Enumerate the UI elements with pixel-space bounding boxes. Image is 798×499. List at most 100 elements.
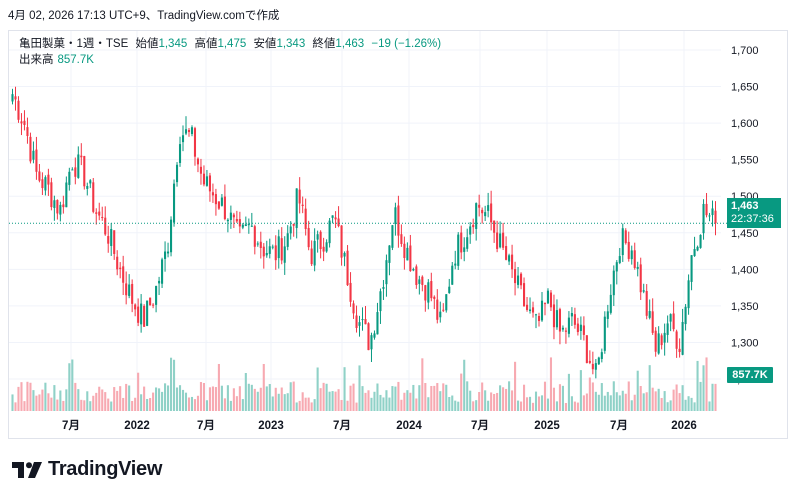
volume-bar — [693, 402, 696, 411]
volume-bar — [612, 381, 615, 411]
low-value: 1,343 — [276, 38, 306, 50]
candle-body — [244, 224, 247, 227]
candle-body — [184, 129, 188, 134]
volume-bar — [50, 397, 53, 411]
candle-body — [23, 120, 26, 125]
volume-bar — [421, 358, 424, 411]
candle-body — [256, 243, 259, 245]
x-tick-label: 2024 — [396, 420, 422, 432]
candle-body — [190, 127, 194, 135]
volume-bar — [466, 381, 469, 411]
x-tick-label: 7月 — [197, 419, 215, 432]
candle-body — [564, 330, 567, 332]
candle-body — [502, 232, 505, 248]
volume-bar — [663, 391, 666, 411]
candle-body — [394, 207, 397, 225]
candlestick-chart[interactable]: 1,2501,3001,3501,4001,4501,5001,5501,600… — [9, 31, 787, 438]
volume-bar — [436, 383, 439, 411]
volume-bar — [666, 402, 669, 411]
open-label: 始値 — [135, 38, 159, 50]
volume-bar — [552, 387, 556, 411]
candle-body — [615, 262, 618, 272]
x-tick-label: 7月 — [62, 419, 80, 432]
volume-bar — [481, 382, 484, 411]
volume-bar — [702, 365, 705, 411]
volume-bar — [208, 387, 211, 411]
candle-body — [570, 312, 573, 317]
volume-bar — [675, 384, 678, 411]
candle-body — [666, 323, 669, 335]
candle-body — [20, 121, 23, 124]
candle-body — [71, 169, 74, 171]
volume-bar — [101, 389, 104, 411]
y-tick-label: 1,400 — [731, 264, 759, 276]
volume-bar — [158, 388, 161, 411]
volume-bar — [669, 400, 672, 411]
candle-body — [74, 167, 77, 177]
volume-bar — [107, 398, 110, 411]
candle-body — [549, 292, 553, 308]
volume-bar — [406, 390, 409, 411]
candle-body — [50, 182, 53, 208]
volume-bar — [137, 372, 140, 411]
volume-bar — [687, 396, 690, 411]
candle-body — [630, 250, 633, 260]
volume-bar — [253, 388, 256, 411]
chart-timestamp: 4月 02, 2026 17:13 UTC+9、TradingView.comで… — [8, 10, 280, 22]
candle-body — [660, 335, 663, 346]
volume-bar — [714, 383, 717, 411]
candle-body — [669, 314, 672, 322]
volume-bar — [600, 383, 603, 411]
volume-bar — [418, 385, 421, 411]
volume-bar — [624, 393, 627, 411]
volume-bar — [187, 397, 191, 411]
tradingview-logo[interactable]: TradingView — [12, 458, 162, 481]
volume-bar — [699, 381, 702, 411]
volume-bar — [310, 402, 313, 411]
candle-body — [196, 158, 200, 165]
volume-bar — [193, 399, 197, 411]
volume-bar — [537, 396, 541, 411]
candle-body — [385, 260, 388, 285]
candle-body — [143, 305, 146, 327]
candle-body — [340, 225, 343, 258]
volume-bar — [286, 393, 289, 411]
volume-bar — [591, 382, 594, 411]
symbol-label: 亀田製菓・1週・TSE — [19, 38, 129, 50]
candle-body — [319, 231, 322, 250]
volume-bar — [630, 400, 633, 411]
volume-bar — [47, 393, 50, 411]
candle-body — [152, 304, 155, 306]
candle-body — [481, 209, 484, 214]
volume-bar — [20, 382, 23, 411]
chart-frame[interactable]: 1,2501,3001,3501,4001,4501,5001,5501,600… — [8, 30, 788, 439]
change-value: −19 (−1.26%) — [371, 38, 442, 50]
candle-body — [146, 300, 149, 326]
candle-body — [65, 182, 68, 208]
candle-body — [214, 194, 217, 205]
candle-body — [567, 317, 570, 334]
volume-bar — [681, 385, 684, 411]
volume-bar — [457, 401, 460, 411]
volume-bar — [178, 385, 182, 411]
candle-body — [588, 360, 591, 363]
volume-bar — [588, 377, 591, 411]
volume-bar — [525, 397, 529, 411]
volume-bar — [271, 396, 274, 411]
volume-bar — [17, 386, 20, 411]
candle-body — [68, 171, 71, 185]
volume-bar — [520, 401, 523, 411]
volume-bar — [143, 386, 146, 411]
y-tick-label: 1,350 — [731, 301, 759, 313]
volume-bar — [705, 357, 708, 411]
volume-bar — [528, 396, 532, 411]
candle-body — [325, 242, 328, 252]
candle-body — [62, 204, 65, 208]
volume-bar — [32, 390, 35, 411]
volume-bar — [226, 385, 229, 411]
candle-body — [178, 144, 182, 163]
candle-body — [675, 331, 678, 349]
volume-bar — [540, 395, 544, 411]
candle-body — [32, 150, 35, 160]
volume-bar — [684, 399, 687, 411]
